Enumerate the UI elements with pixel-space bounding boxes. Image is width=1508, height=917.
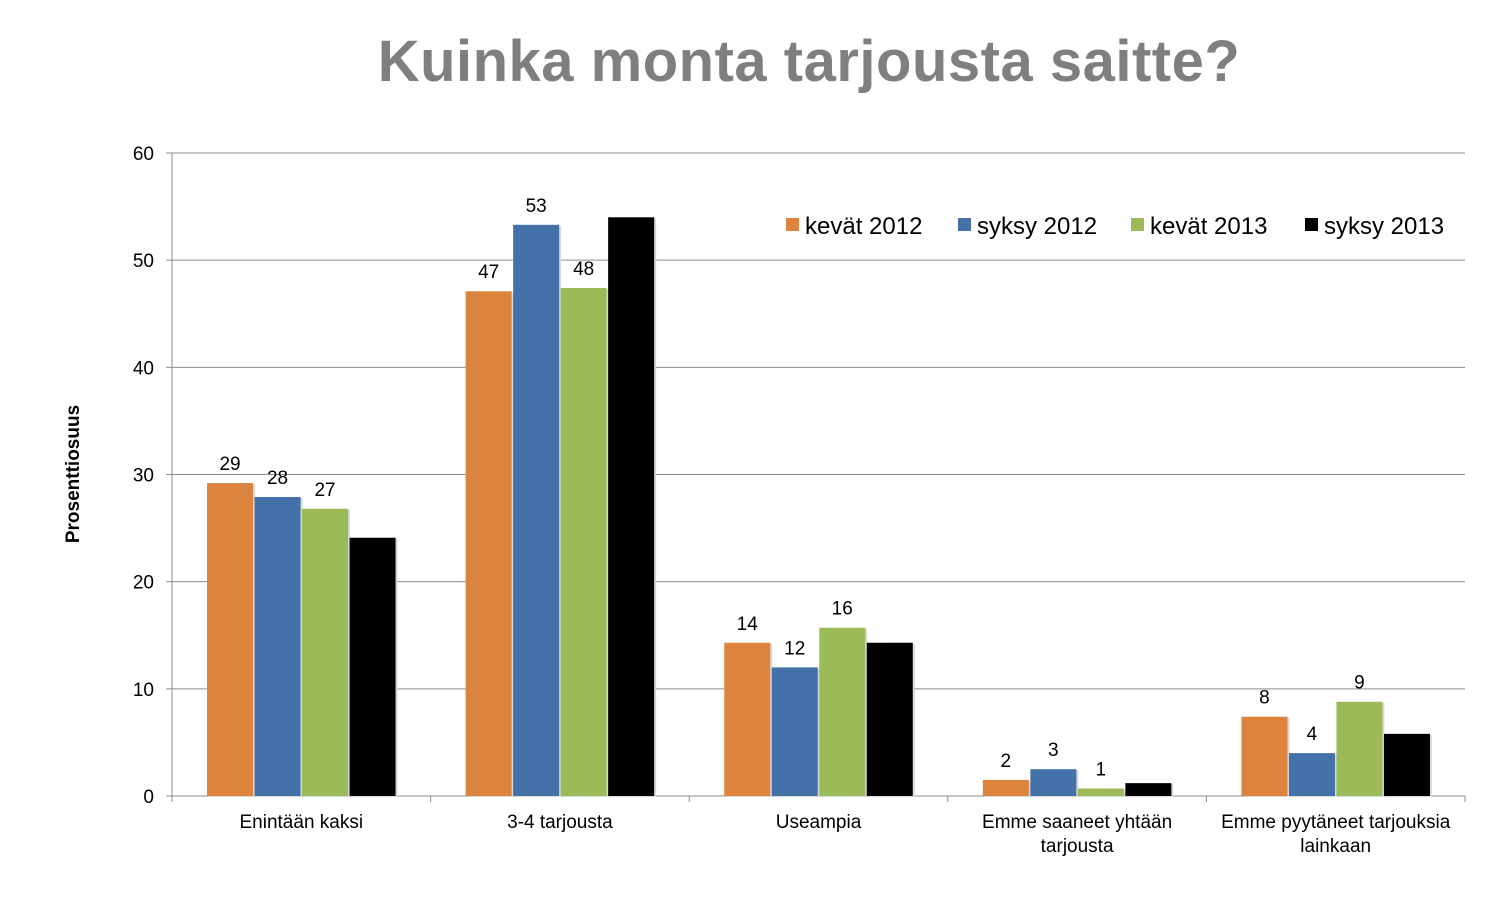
data-label-3-4: 1 (1096, 759, 1107, 780)
bar-1-5 (1241, 716, 1288, 796)
data-labels: 29 28 27 47 53 48 14 12 16 2 3 1 8 4 9 (219, 196, 1364, 781)
data-label-1-3: 14 (737, 614, 759, 635)
y-tick-label-30: 30 (133, 466, 154, 487)
data-label-2-1: 28 (267, 468, 288, 489)
bar-1-4 (982, 779, 1029, 796)
bar-1-1 (207, 483, 254, 796)
bar-2-5 (1288, 753, 1335, 796)
bar-3-2 (560, 288, 607, 796)
data-label-1-2: 47 (478, 262, 499, 283)
bar-2-4 (1030, 769, 1077, 796)
category-labels: Enintään kaksi 3-4 tarjousta Useampia Emme … (240, 812, 1451, 857)
bar-3-5 (1336, 701, 1383, 796)
legend: kevät 2012 syksy 2012 kevät 2013 syksy 2013 (786, 213, 1444, 240)
bar-4-1 (349, 537, 396, 796)
bar-4-3 (866, 642, 913, 796)
data-label-3-1: 27 (314, 480, 335, 501)
data-label-2-3: 12 (784, 638, 805, 659)
category-label-2: 3-4 tarjousta (507, 812, 613, 833)
y-tick-label-0: 0 (143, 787, 154, 808)
category-label-5: lainkaan (1300, 836, 1371, 857)
data-label-1-1: 29 (219, 454, 240, 475)
legend-swatch-3 (1131, 218, 1144, 231)
legend-label-3: kevät 2013 (1150, 213, 1267, 240)
legend-label-2: syksy 2012 (977, 213, 1097, 240)
data-label-1-5: 8 (1259, 688, 1270, 709)
bar-3-3 (819, 627, 866, 796)
y-axis-label: Prosenttiosuus (63, 405, 84, 543)
legend-label-4: syksy 2013 (1324, 213, 1444, 240)
bar-4-2 (608, 217, 655, 797)
bar-3-1 (302, 508, 349, 796)
bar-4-5 (1383, 733, 1430, 796)
bars (207, 217, 1432, 798)
y-tick-label-60: 60 (133, 144, 154, 165)
category-label-3: Useampia (776, 812, 862, 833)
data-label-2-5: 4 (1307, 724, 1318, 745)
data-label-3-2: 48 (573, 259, 594, 280)
category-label-4: tarjousta (1041, 836, 1114, 857)
y-tick-labels: 0 10 20 30 40 50 60 (133, 144, 154, 808)
bar-2-1 (254, 497, 301, 796)
bar-4-4 (1125, 783, 1172, 796)
category-label-1: Enintään kaksi (240, 812, 364, 833)
data-label-2-2: 53 (526, 196, 547, 217)
bar-1-3 (724, 642, 771, 796)
data-label-2-4: 3 (1048, 740, 1059, 761)
legend-swatch-4 (1305, 218, 1318, 231)
y-tick-label-50: 50 (133, 251, 154, 272)
bar-2-2 (513, 224, 560, 797)
y-tick-label-10: 10 (133, 680, 154, 701)
legend-label-1: kevät 2012 (805, 213, 922, 240)
bar-3-4 (1077, 788, 1124, 796)
bar-2-3 (771, 667, 818, 796)
legend-swatch-1 (786, 218, 799, 231)
chart-title: Kuinka monta tarjousta saitte? (377, 29, 1241, 94)
y-tick-label-40: 40 (133, 358, 154, 379)
category-label-4: Emme saaneet yhtään (982, 812, 1172, 833)
data-label-3-5: 9 (1354, 673, 1365, 694)
y-tick-label-20: 20 (133, 573, 154, 594)
legend-swatch-2 (958, 218, 971, 231)
data-label-1-4: 2 (1001, 751, 1012, 772)
bar-1-2 (465, 291, 512, 796)
data-label-3-3: 16 (832, 599, 853, 620)
category-label-5: Emme pyytäneet tarjouksia (1221, 812, 1451, 833)
